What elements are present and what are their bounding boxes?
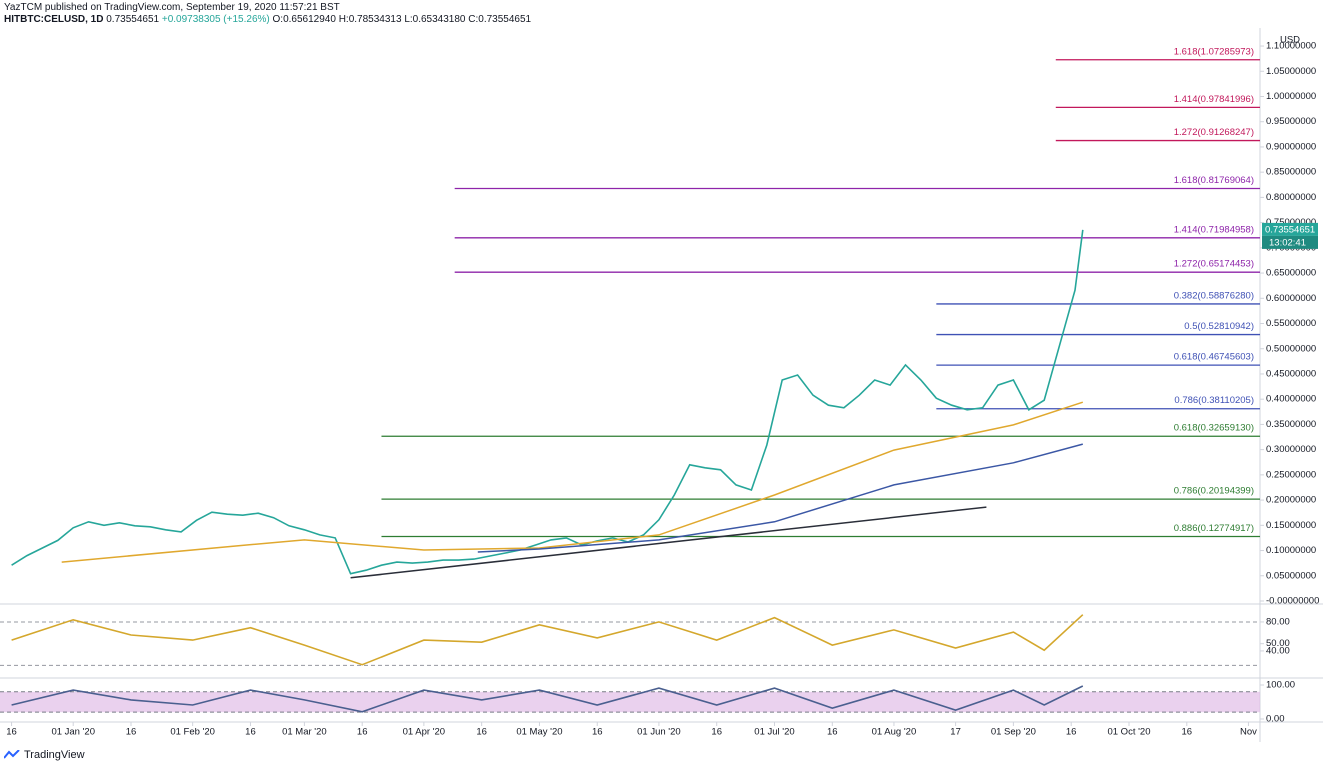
fib-label: 0.382(0.58876280): [1174, 290, 1254, 301]
fib-label: 0.886(0.12774917): [1174, 523, 1254, 534]
y-tick-label: 0.80000000: [1266, 192, 1316, 203]
open: O:0.65612940: [272, 14, 336, 25]
y-tick-label: 0.95000000: [1266, 116, 1316, 127]
y-tick-label: 1.00000000: [1266, 91, 1316, 102]
y-tick-label: 0.20000000: [1266, 495, 1316, 506]
low: L:0.65343180: [404, 14, 466, 25]
y-tick-label: 0.25000000: [1266, 469, 1316, 480]
x-tick-label: 01 Mar '20: [282, 727, 327, 738]
x-tick-label: 01 Oct '20: [1107, 727, 1150, 738]
x-tick-label: 16: [476, 727, 487, 738]
header: YazTCM published on TradingView.com, Sep…: [4, 2, 531, 26]
last-price-label: 0.73554651: [1265, 224, 1315, 235]
x-tick-label: 16: [592, 727, 603, 738]
x-tick-label: 16: [711, 727, 722, 738]
publisher: YazTCM published on TradingView.com, Sep…: [4, 2, 340, 13]
x-tick-label: Nov: [1240, 727, 1257, 738]
brand: TradingView: [24, 749, 85, 761]
change: +0.09738305 (+15.26%): [161, 14, 270, 25]
fib-label: 1.618(1.07285973): [1174, 46, 1254, 57]
close: C:0.73554651: [468, 14, 532, 25]
x-tick-label: 01 Jan '20: [51, 727, 95, 738]
logo: [4, 750, 20, 759]
symbol: HITBTC:CELUSD, 1D: [4, 14, 104, 25]
y-tick-label: 0.75000000: [1266, 217, 1316, 228]
x-tick-label: 01 May '20: [516, 727, 562, 738]
fib-label: 0.786(0.20194399): [1174, 486, 1254, 497]
y-tick-label: 0.60000000: [1266, 293, 1316, 304]
fib-label: 0.786(0.38110205): [1174, 395, 1254, 406]
high: H:0.78534313: [338, 14, 402, 25]
fib-label: 0.5(0.52810942): [1184, 321, 1254, 332]
symbol-line: HITBTC:CELUSD, 1D 0.73554651 +0.09738305…: [4, 14, 531, 26]
fib-label: 1.414(0.71984958): [1174, 224, 1254, 235]
y-tick-label: 40.00: [1266, 645, 1290, 656]
x-tick-label: 16: [827, 727, 838, 738]
y-tick-label: 0.05000000: [1266, 570, 1316, 581]
y-tick-label: 0.00: [1266, 713, 1285, 724]
series-line: [11, 614, 1084, 666]
band: [0, 691, 1260, 713]
y-tick-label: 0.85000000: [1266, 167, 1316, 178]
y-tick-label: 1.05000000: [1266, 66, 1316, 77]
fib-label: 0.618(0.32659130): [1174, 423, 1254, 434]
x-tick-label: 17: [950, 727, 961, 738]
y-tick-label: 0.90000000: [1266, 141, 1316, 152]
y-tick-label: 0.65000000: [1266, 268, 1316, 279]
fib-label: 1.618(0.81769064): [1174, 175, 1254, 186]
y-tick-label: 0.10000000: [1266, 545, 1316, 556]
y-tick-label: 100.00: [1266, 680, 1295, 691]
x-tick-label: 16: [357, 727, 368, 738]
y-tick-label: 50.00: [1266, 638, 1290, 649]
currency: USD: [1280, 35, 1300, 46]
x-tick-label: 01 Aug '20: [872, 727, 917, 738]
series-line: [477, 443, 1083, 553]
series-line: [350, 506, 987, 579]
x-tick-label: 01 Jun '20: [637, 727, 681, 738]
x-tick-label: 01 Sep '20: [991, 727, 1036, 738]
fib-label: 1.414(0.97841996): [1174, 94, 1254, 105]
y-tick-label: 0.55000000: [1266, 318, 1316, 329]
y-tick-label: 0.50000000: [1266, 343, 1316, 354]
fib-label: 0.618(0.46745603): [1174, 352, 1254, 363]
y-tick-label: 0.45000000: [1266, 368, 1316, 379]
series-line: [11, 229, 1084, 575]
y-tick-label: 0.30000000: [1266, 444, 1316, 455]
y-tick-label: -0.00000000: [1266, 595, 1319, 606]
series-line: [61, 401, 1084, 563]
countdown: 13:02:41: [1269, 237, 1306, 248]
x-tick-label: 16: [126, 727, 137, 738]
y-tick-label: 0.40000000: [1266, 394, 1316, 405]
x-tick-label: 16: [245, 727, 256, 738]
x-tick-label: 01 Feb '20: [170, 727, 215, 738]
x-tick-label: 01 Jul '20: [754, 727, 794, 738]
y-tick-label: 80.00: [1266, 616, 1290, 627]
footer: TradingView: [4, 749, 85, 761]
x-tick-label: 16: [6, 727, 17, 738]
last: 0.73554651: [106, 14, 160, 25]
series-line: [11, 685, 1084, 713]
fib-label: 1.272(0.65174453): [1174, 259, 1254, 270]
y-tick-label: 0.35000000: [1266, 419, 1316, 430]
y-tick-label: 0.15000000: [1266, 520, 1316, 531]
x-tick-label: 16: [1181, 727, 1192, 738]
x-tick-label: 16: [1066, 727, 1077, 738]
y-tick-label: 1.10000000: [1266, 41, 1316, 52]
countdown-box: [1262, 235, 1318, 249]
last-price-box: [1262, 222, 1318, 236]
chart: -0.00000000 0.05000000 0.10000000 0.1500000…: [0, 28, 1323, 742]
x-tick-label: 01 Apr '20: [403, 727, 446, 738]
fib-label: 1.272(0.91268247): [1174, 127, 1254, 138]
